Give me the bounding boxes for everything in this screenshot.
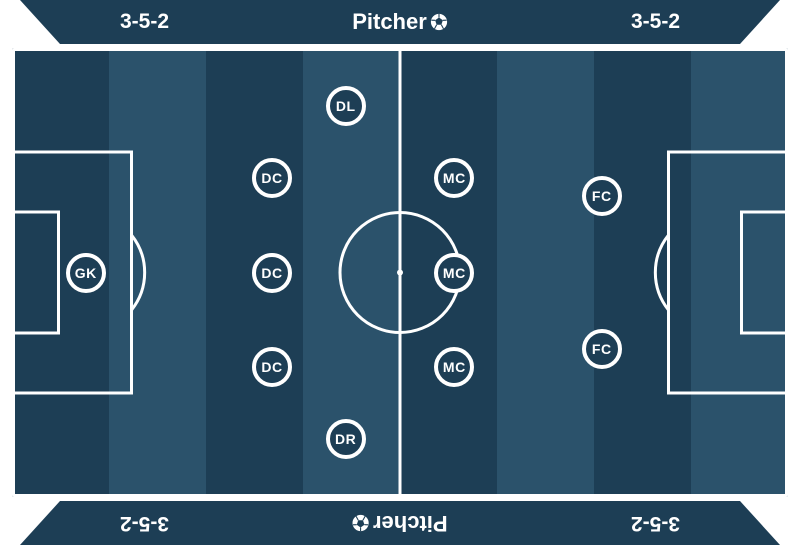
formation-label-top-right: 3-5-2: [631, 10, 680, 34]
player-marker: MC: [434, 347, 474, 387]
formation-label-bottom-left: 3-5-2: [120, 511, 169, 535]
player-marker: MC: [434, 253, 474, 293]
player-marker: DC: [252, 253, 292, 293]
pitch-markings: [12, 48, 788, 497]
player-marker: DR: [326, 419, 366, 459]
brand-bold: Pitcher: [373, 510, 448, 536]
brand-bold: Pitcher: [352, 9, 427, 35]
top-banner: 3-5-2 Pitcher 3-5-2: [0, 0, 800, 44]
bottom-banner: 3-5-2 Pitcher 3-5-2: [0, 501, 800, 545]
player-marker: DC: [252, 347, 292, 387]
player-marker: GK: [66, 253, 106, 293]
brand-logo-top: Pitcher: [352, 9, 448, 35]
brand-football-icon: [352, 514, 370, 532]
player-marker: FC: [582, 176, 622, 216]
formation-label-bottom-right: 3-5-2: [631, 511, 680, 535]
brand-logo-bottom: Pitcher: [352, 510, 448, 536]
pitch: GKDCDCDCDLDRMCMCMCFCFC: [12, 48, 788, 497]
formation-label-top-left: 3-5-2: [120, 10, 169, 34]
player-marker: FC: [582, 329, 622, 369]
player-marker: DC: [252, 158, 292, 198]
formation-diagram: 3-5-2 Pitcher 3-5-2: [0, 0, 800, 545]
player-marker: DL: [326, 86, 366, 126]
brand-football-icon: [430, 13, 448, 31]
